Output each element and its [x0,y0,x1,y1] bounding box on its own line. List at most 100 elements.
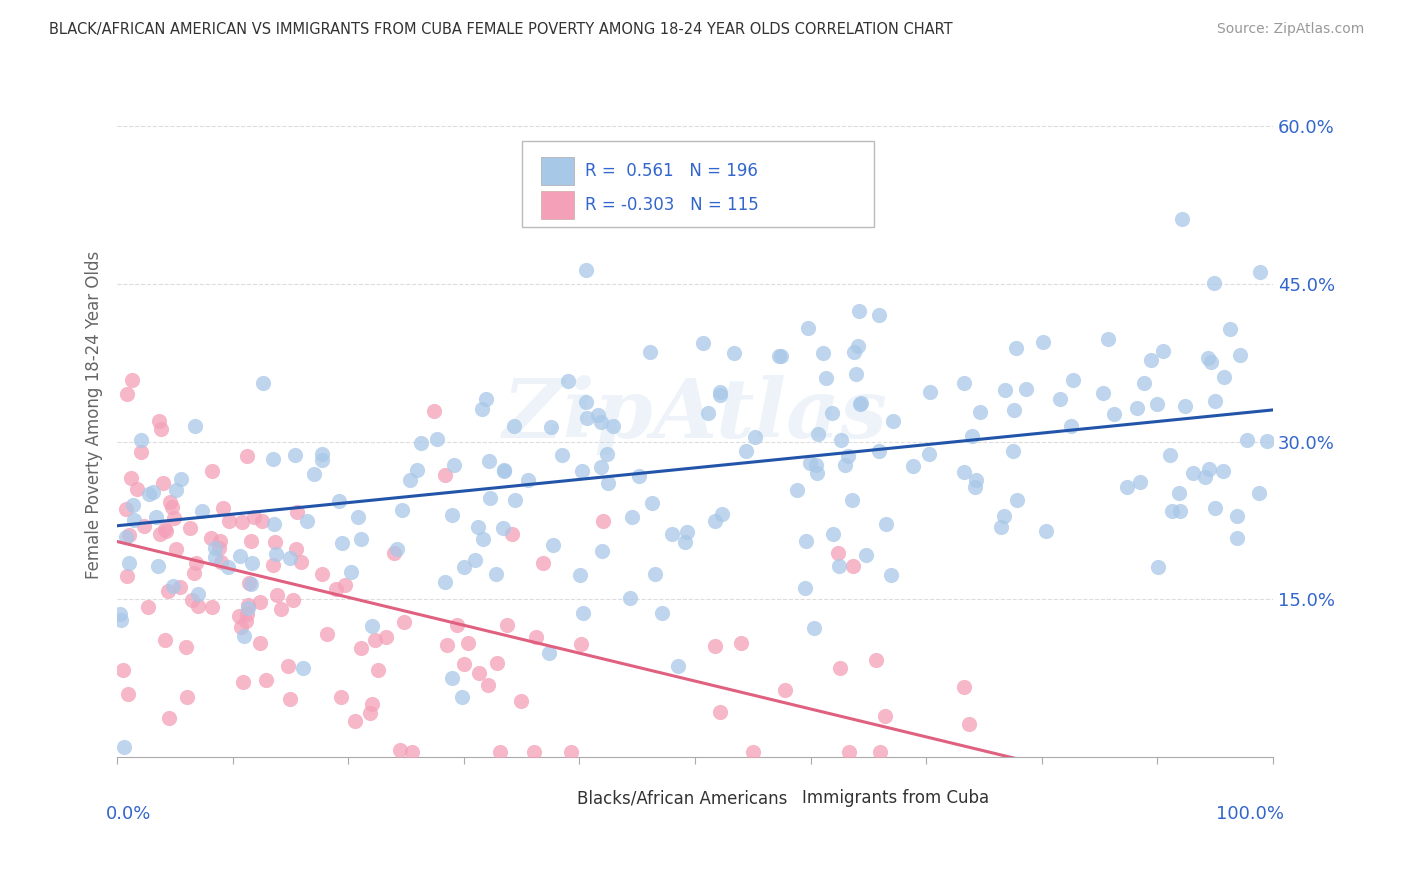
Point [330,690,353,705]
Point [868,443,890,458]
Point [591,416,613,430]
Point [240,534,263,549]
Point [492,521,515,535]
Point [217,560,239,574]
Point [524,630,547,644]
Point [551,448,574,462]
Point [1247,486,1270,500]
Point [869,745,891,759]
Point [1002,402,1025,417]
Point [112,739,135,754]
Point [187,587,209,601]
Point [1204,500,1226,515]
Point [704,640,727,654]
Point [218,515,240,529]
Point [486,656,509,670]
Point [666,659,689,673]
Point [602,418,624,433]
Point [709,384,731,399]
Point [575,263,598,277]
Point [163,511,186,525]
Point [734,444,756,458]
Point [592,514,614,528]
Point [492,463,515,477]
Point [830,433,852,447]
Point [232,629,254,643]
Point [1049,392,1071,406]
Point [697,406,720,420]
Point [446,617,468,632]
Point [803,621,825,635]
Point [806,466,828,480]
Point [235,615,257,629]
Point [640,345,662,359]
Point [249,595,271,609]
Point [821,406,844,420]
Point [821,526,844,541]
Point [114,501,136,516]
FancyBboxPatch shape [770,789,796,809]
Point [359,706,381,720]
Point [1015,382,1038,396]
Point [339,566,361,580]
Point [262,451,284,466]
Text: Blacks/African Americans: Blacks/African Americans [576,789,787,807]
Point [238,576,260,591]
Point [287,505,309,519]
Point [155,524,177,538]
Point [828,660,851,674]
Point [121,373,143,387]
Point [692,336,714,351]
Point [118,528,141,542]
Point [1256,434,1278,448]
Point [252,376,274,390]
Point [117,687,139,701]
Point [815,370,838,384]
Point [1174,399,1197,413]
Point [1171,211,1194,226]
Point [569,567,592,582]
Point [591,459,613,474]
Point [1152,343,1174,358]
Point [212,500,235,515]
Point [240,576,263,591]
Point [108,607,131,621]
Point [903,459,925,474]
Point [1146,397,1168,411]
Point [768,349,790,363]
Point [990,520,1012,534]
Point [834,458,856,472]
Point [806,458,828,473]
Y-axis label: Female Poverty Among 18-24 Year Olds: Female Poverty Among 18-24 Year Olds [86,251,103,579]
Text: ZipAtlas: ZipAtlas [502,376,887,455]
Point [440,508,463,523]
Point [827,546,849,560]
Point [794,534,817,549]
Point [828,558,851,573]
Point [786,483,808,497]
Point [1212,464,1234,478]
Point [596,447,619,461]
Point [262,558,284,572]
Point [191,503,214,517]
Point [569,637,592,651]
Point [1062,373,1084,387]
Point [115,530,138,544]
Point [1194,470,1216,484]
Point [952,465,974,479]
Point [918,384,941,399]
Point [349,532,371,546]
Point [263,517,285,532]
Point [769,349,792,363]
Point [510,694,533,708]
Point [489,745,512,759]
Point [361,619,384,633]
Point [155,633,177,648]
Point [1059,419,1081,434]
Point [120,471,142,485]
Point [1167,486,1189,500]
Point [1129,475,1152,489]
Point [457,635,479,649]
Point [709,705,731,719]
Point [477,678,499,692]
